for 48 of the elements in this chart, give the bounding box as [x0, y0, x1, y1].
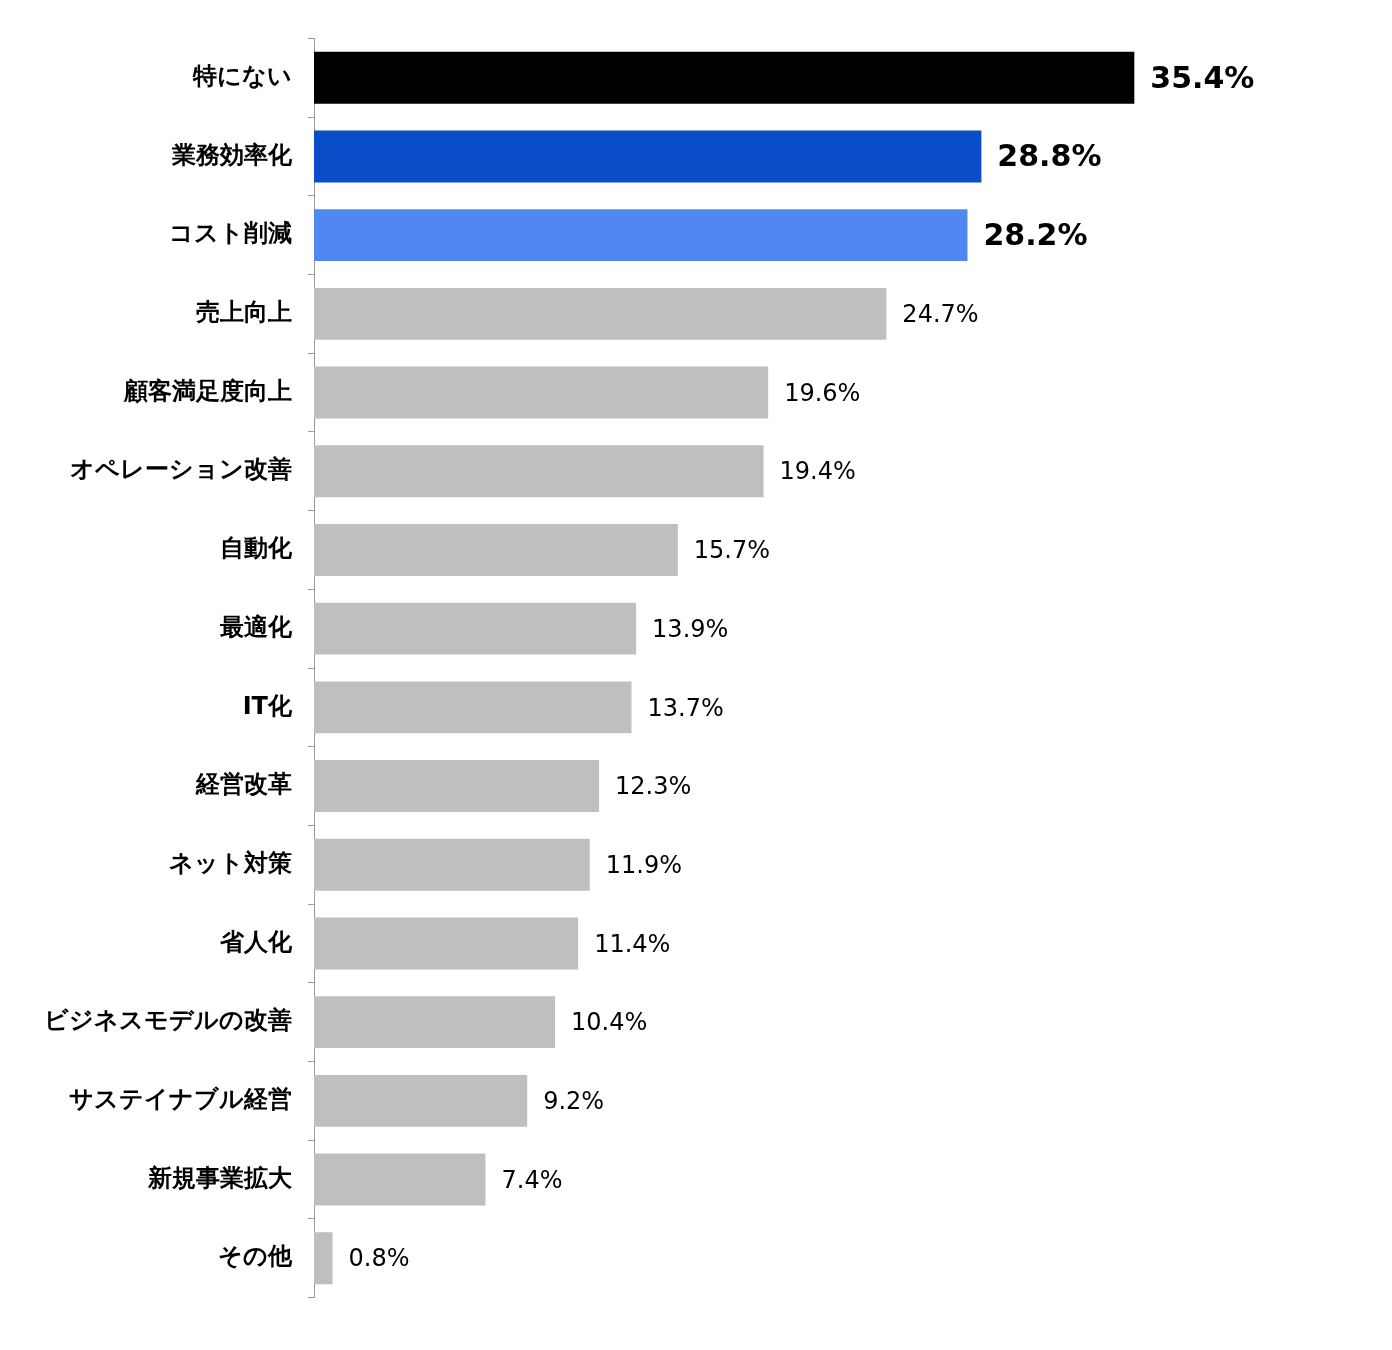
data-label: 15.7% [693, 536, 771, 565]
bar [314, 760, 600, 813]
data-label: 11.4% [594, 929, 671, 958]
data-label: 35.4% [1150, 59, 1255, 95]
bar [314, 366, 769, 419]
y-tick-label: 売上向上 [196, 298, 292, 327]
y-tick-label: 省人化 [219, 927, 293, 956]
data-label: 28.8% [997, 138, 1102, 174]
bar [314, 445, 764, 498]
bar [314, 602, 637, 655]
bar [314, 287, 887, 340]
bar [314, 209, 968, 262]
data-label: 28.2% [983, 216, 1088, 252]
data-label: 19.4% [779, 457, 856, 486]
data-label: 7.4% [501, 1165, 563, 1194]
bar [314, 996, 555, 1049]
bar [314, 523, 678, 576]
bar [314, 917, 579, 970]
y-tick-label: 経営改革 [195, 770, 292, 799]
y-tick-label: サステイナブル経営 [69, 1085, 292, 1114]
y-tick-label: IT化 [242, 691, 293, 720]
bar [314, 130, 982, 183]
y-tick-label: 新規事業拡大 [147, 1163, 293, 1192]
y-tick-label: ビジネスモデルの改善 [44, 1006, 292, 1035]
bar [314, 51, 1135, 104]
y-tick-label: その他 [218, 1242, 293, 1271]
y-tick-label: ネット対策 [169, 848, 292, 877]
data-label: 19.6% [784, 378, 861, 407]
data-label: 12.3% [615, 772, 692, 801]
data-label: 24.7% [902, 300, 979, 329]
data-label: 0.8% [348, 1244, 410, 1273]
data-label: 13.9% [652, 614, 729, 643]
bar [314, 1074, 528, 1127]
bar [314, 681, 632, 734]
data-label: 9.2% [543, 1087, 605, 1116]
data-label: 13.7% [647, 693, 724, 722]
bar [314, 1232, 333, 1285]
y-tick-label: 顧客満足度向上 [123, 376, 292, 405]
y-tick-label: 特にない [192, 61, 292, 90]
y-tick-label: コスト削減 [169, 219, 292, 248]
y-tick-label: 最適化 [219, 612, 293, 641]
bar [314, 1153, 486, 1206]
bar [314, 838, 590, 891]
data-label: 10.4% [571, 1008, 648, 1037]
y-tick-label: 自動化 [220, 534, 293, 563]
y-tick-label: 業務効率化 [171, 140, 293, 169]
data-label: 11.9% [605, 850, 682, 879]
y-tick-label: オペレーション改善 [70, 455, 292, 484]
